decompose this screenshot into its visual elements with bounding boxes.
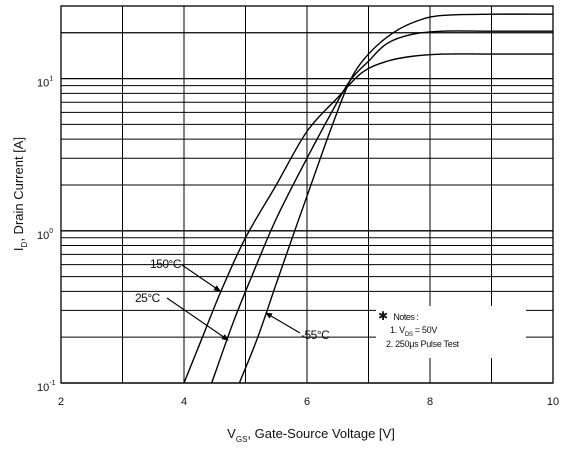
notes-star-icon: ✱ bbox=[378, 309, 388, 323]
curve-annotations: 150°C 25°C -55°C bbox=[135, 257, 331, 342]
series-line-150c bbox=[183, 53, 553, 384]
x-tick-label: 10 bbox=[547, 396, 559, 408]
y-axis-title: ID, Drain Current [A] bbox=[11, 137, 29, 251]
y-tick-label: 100 bbox=[37, 228, 53, 242]
x-tick-label: 8 bbox=[427, 396, 433, 408]
x-tick-label: 4 bbox=[181, 396, 187, 408]
x-axis-title: VGS, Gate-Source Voltage [V] bbox=[227, 426, 395, 444]
annotation-150c: 150°C bbox=[150, 257, 182, 271]
y-tick-label: 101 bbox=[37, 76, 53, 90]
arrow-150c bbox=[181, 264, 221, 292]
arrow-minus55c bbox=[265, 312, 301, 334]
x-tick-labels: 2 4 6 8 10 bbox=[58, 396, 559, 408]
series-curves bbox=[183, 13, 554, 384]
y-tick-label: 10-1 bbox=[37, 380, 56, 394]
notes-background bbox=[376, 306, 526, 358]
notes-box: ✱ Notes : 1. VDS = 50V 2. 250μs Pulse Te… bbox=[376, 306, 526, 358]
annotation-minus55c: -55°C bbox=[301, 328, 330, 342]
y-tick-labels: 10-1 100 101 bbox=[37, 76, 56, 394]
notes-line-2: 2. 250μs Pulse Test bbox=[386, 339, 460, 349]
series-line-minus55c bbox=[238, 13, 554, 384]
arrow-25c bbox=[166, 297, 229, 341]
notes-line-1: 1. VDS = 50V bbox=[390, 325, 437, 338]
annotation-25c: 25°C bbox=[135, 291, 161, 305]
plot-frame bbox=[60, 5, 554, 384]
x-tick-label: 2 bbox=[58, 396, 64, 408]
notes-title: ✱ Notes : bbox=[378, 309, 418, 323]
x-tick-label: 6 bbox=[304, 396, 310, 408]
